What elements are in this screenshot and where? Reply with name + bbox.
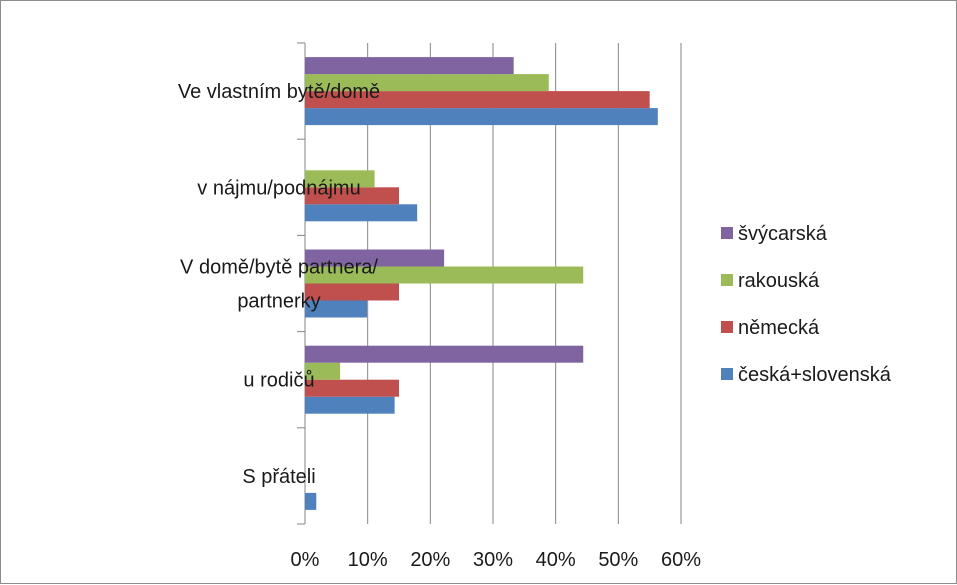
legend-label: německá	[738, 317, 820, 339]
category-label: v nájmu/podnájmu	[197, 177, 360, 199]
bar-německá	[305, 91, 650, 109]
category-label: S přáteli	[242, 466, 315, 488]
bar-česká+slovenská	[305, 396, 395, 414]
bar-švýcarská	[305, 249, 445, 267]
bar-švýcarská	[305, 57, 514, 75]
x-tick-label: 30%	[473, 549, 513, 571]
x-tick-label: 10%	[348, 549, 388, 571]
bar-česká+slovenská	[305, 300, 368, 318]
legend-label: švýcarská	[738, 223, 828, 245]
x-tick-label: 50%	[598, 549, 638, 571]
legend-label: rakouská	[738, 270, 820, 292]
category-label: u rodičů	[243, 370, 314, 392]
x-tick-label: 40%	[536, 549, 576, 571]
legend-label: česká+slovenská	[738, 364, 892, 386]
x-tick-label: 20%	[410, 549, 450, 571]
bar-rakouská	[305, 266, 584, 284]
category-label: partnerky	[237, 291, 320, 313]
category-label: V domě/bytě partnera/	[180, 257, 378, 279]
bar-rakouská	[305, 362, 341, 380]
bar-švýcarská	[305, 345, 584, 363]
bar-rakouská	[305, 74, 549, 92]
bar-německá	[305, 187, 399, 205]
bar-česká+slovenská	[305, 492, 317, 510]
legend-swatch	[721, 368, 733, 380]
bar-rakouská	[305, 170, 375, 188]
x-tick-label: 60%	[661, 549, 701, 571]
category-label: Ve vlastním bytě/domě	[178, 81, 380, 103]
bar-německá	[305, 379, 399, 397]
legend-swatch	[721, 321, 733, 333]
bar-německá	[305, 283, 399, 301]
bar-česká+slovenská	[305, 108, 658, 126]
x-tick-label: 0%	[291, 549, 320, 571]
legend-swatch	[721, 274, 733, 286]
bar-česká+slovenská	[305, 204, 418, 222]
legend-swatch	[721, 227, 733, 239]
